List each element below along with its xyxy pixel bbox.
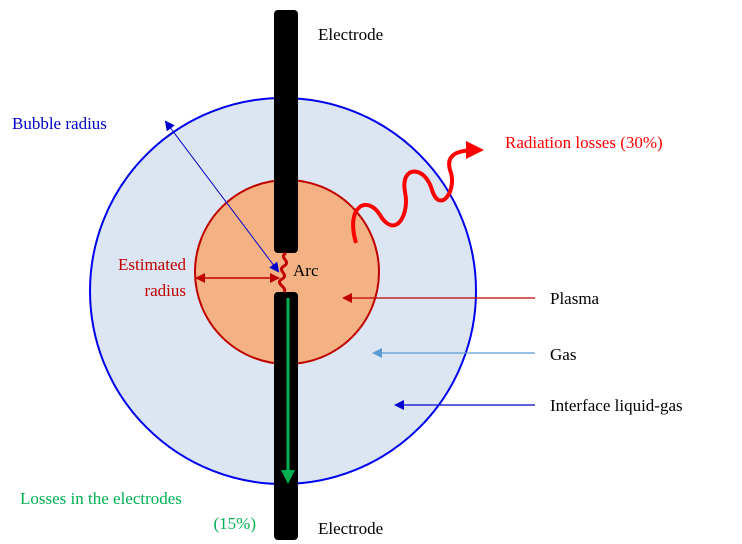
electrode-bottom <box>274 292 298 540</box>
label: Arc <box>293 261 319 280</box>
label: Gas <box>550 345 576 364</box>
label: radius <box>144 281 186 300</box>
label: Estimated <box>118 255 186 274</box>
label: Plasma <box>550 289 600 308</box>
radiation-wave <box>351 141 484 244</box>
label: Interface liquid-gas <box>550 396 683 415</box>
arc <box>278 251 288 293</box>
label: (15%) <box>214 514 256 533</box>
label: Electrode <box>318 519 383 538</box>
electrode-top <box>274 10 298 253</box>
label: Bubble radius <box>12 114 107 133</box>
label: Electrode <box>318 25 383 44</box>
bubble-radius-arrow <box>164 120 280 273</box>
label: Radiation losses (30%) <box>505 133 663 152</box>
label: Losses in the electrodes <box>20 489 182 508</box>
